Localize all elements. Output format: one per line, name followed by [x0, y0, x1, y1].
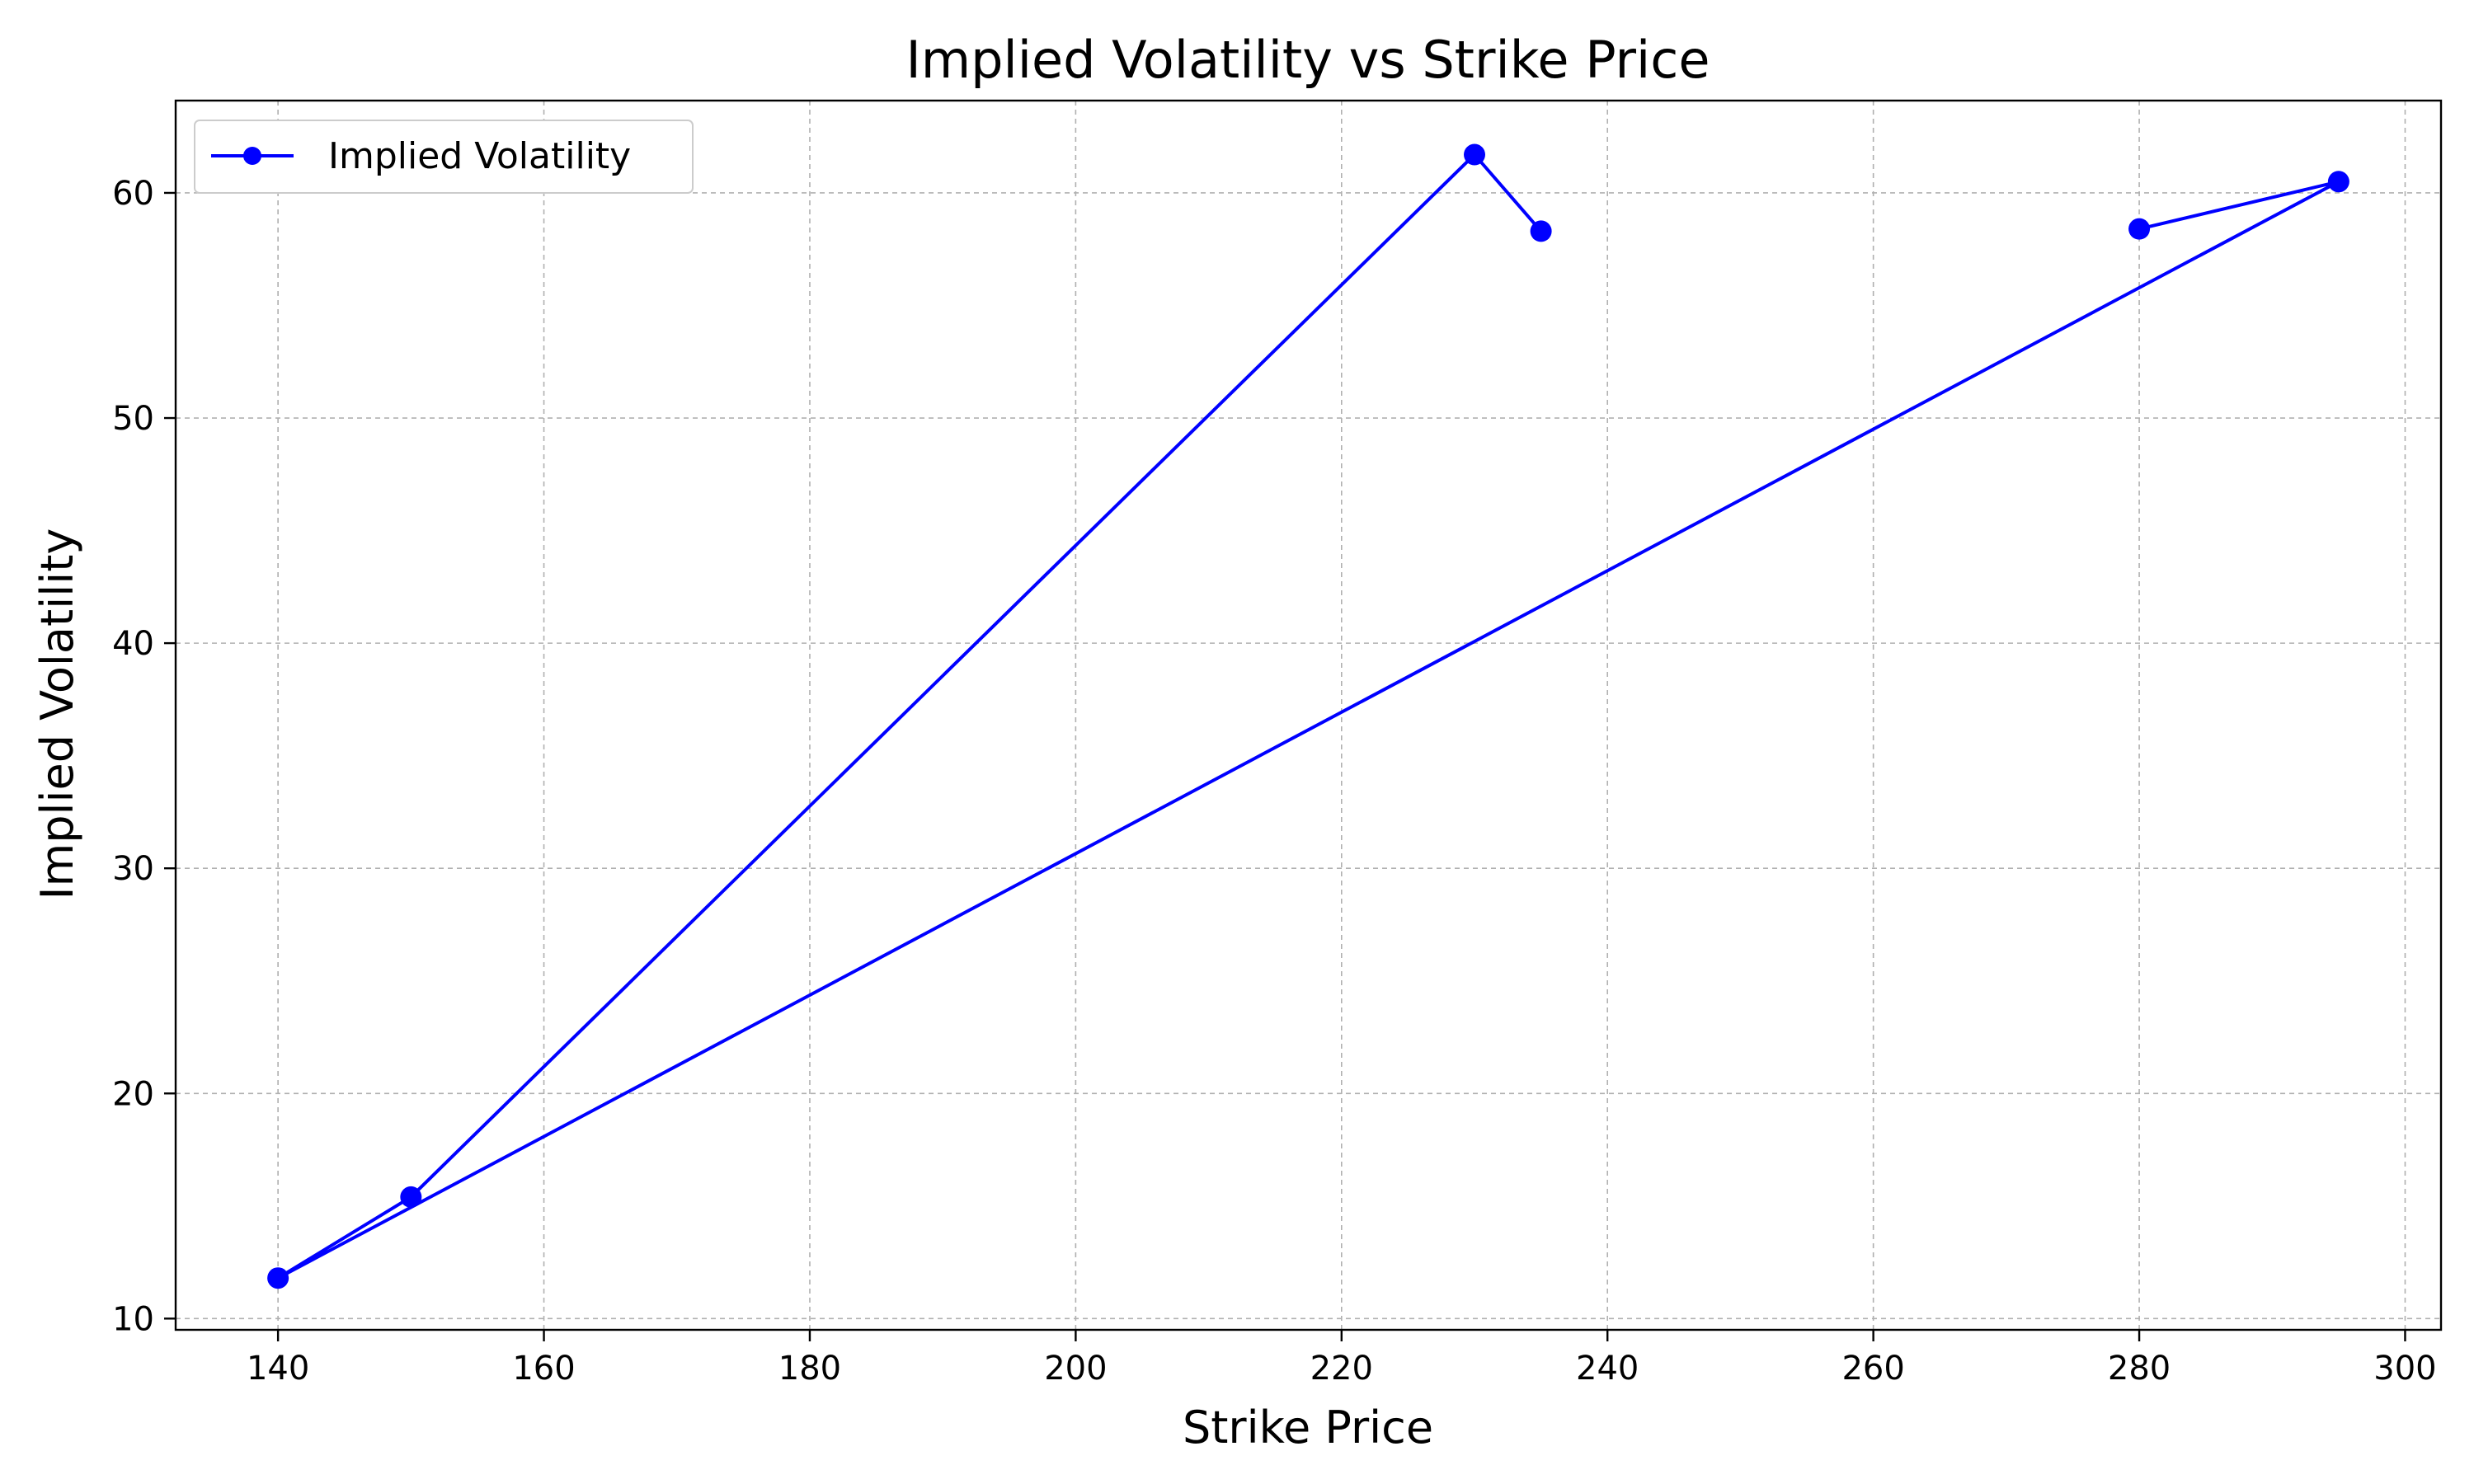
legend-marker-sample — [243, 147, 261, 165]
series-layer — [267, 143, 2349, 1289]
series-line-0 — [276, 153, 2340, 1280]
y-axis-label: Implied Volatility — [31, 528, 83, 900]
grid-lines — [176, 101, 2441, 1330]
x-tick-label-260: 260 — [1841, 1350, 1904, 1388]
y-tick-label-30: 30 — [112, 850, 154, 888]
data-point-2 — [267, 1267, 289, 1289]
data-point-1 — [2327, 171, 2349, 193]
data-point-5 — [1530, 220, 1552, 242]
x-axis-label: Strike Price — [1183, 1402, 1433, 1453]
y-tick-label-60: 60 — [112, 175, 154, 213]
y-tick-label-10: 10 — [112, 1300, 154, 1338]
data-point-3 — [400, 1186, 422, 1208]
x-tick-label-220: 220 — [1310, 1350, 1373, 1388]
x-tick-label-180: 180 — [778, 1350, 841, 1388]
legend: Implied Volatility — [194, 120, 694, 194]
x-tick-label-140: 140 — [247, 1350, 309, 1388]
x-tick-label-280: 280 — [2108, 1350, 2171, 1388]
legend-box — [194, 120, 694, 194]
x-tick-label-160: 160 — [512, 1350, 575, 1388]
chart-title: Implied Volatility vs Strike Price — [905, 30, 1710, 90]
x-tick-label-300: 300 — [2373, 1350, 2436, 1388]
y-tick-label-50: 50 — [112, 400, 154, 438]
legend-label: Implied Volatility — [328, 135, 631, 177]
x-tick-label-200: 200 — [1044, 1350, 1107, 1388]
y-tick-label-20: 20 — [112, 1075, 154, 1113]
plot-area: 140 160 180 200 220 240 260 280 300 10 20 30 40 50 60 — [112, 99, 2443, 1388]
axis-ticks: 140 160 180 200 220 240 260 280 300 10 20 30 40 50 60 — [112, 175, 2437, 1388]
x-tick-label-240: 240 — [1576, 1350, 1639, 1388]
y-tick-label-40: 40 — [112, 625, 154, 663]
data-point-4 — [1464, 143, 1486, 166]
plot-frame — [174, 99, 2443, 1331]
data-point-0 — [2128, 218, 2151, 240]
